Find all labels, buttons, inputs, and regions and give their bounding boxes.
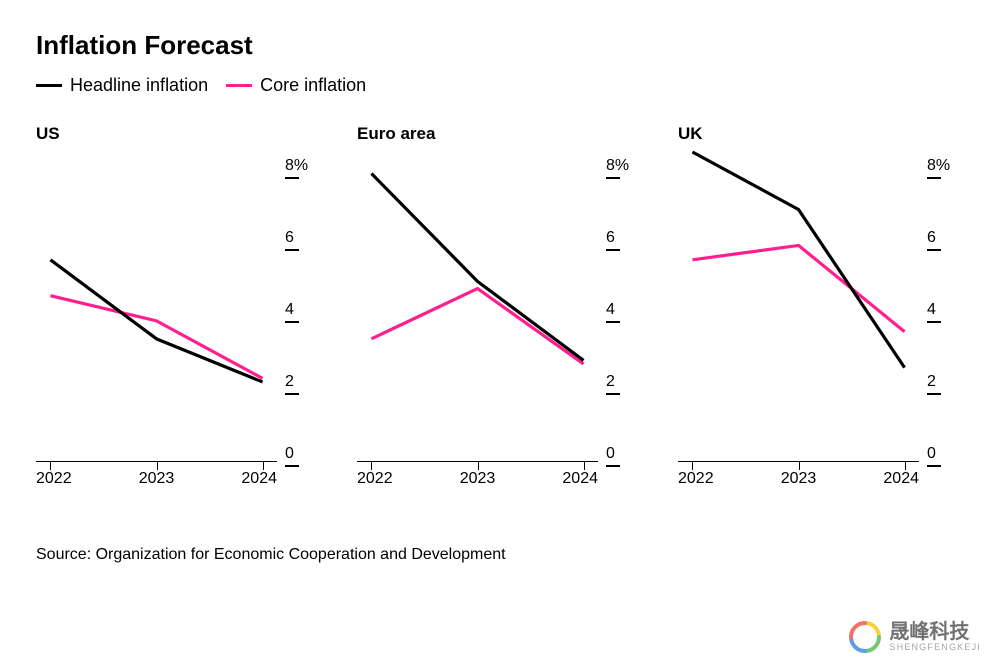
y-tick-mark — [285, 321, 299, 323]
y-tick-label: 2 — [927, 374, 936, 390]
x-tick-label: 2024 — [562, 470, 598, 488]
chart-wrap: 0 2 4 6 8% — [36, 152, 321, 462]
y-tick-label: 2 — [606, 374, 615, 390]
x-axis: 2022 2023 2024 — [357, 462, 642, 488]
series-headline — [692, 152, 904, 368]
panel-title: US — [36, 124, 321, 144]
legend-item-headline: Headline inflation — [36, 75, 208, 96]
panel-us: US 0 2 4 6 8% 2022 2023 2024 — [36, 124, 321, 488]
y-axis: 0 2 4 6 8% — [919, 152, 963, 462]
chart-title: Inflation Forecast — [36, 30, 963, 61]
panel-euro-area: Euro area 0 2 4 6 8% 2022 2023 2024 — [357, 124, 642, 488]
watermark-en: SHENGFENGKEJI — [889, 643, 981, 652]
y-tick-label: 0 — [927, 446, 936, 462]
x-tick-mark — [50, 462, 51, 470]
y-tick-mark — [606, 249, 620, 251]
x-tick-label: 2023 — [139, 470, 175, 488]
y-axis: 0 2 4 6 8% — [277, 152, 321, 462]
y-tick-mark — [285, 249, 299, 251]
plot-area — [36, 152, 277, 462]
y-tick-label: 2 — [285, 374, 294, 390]
y-tick-mark — [927, 465, 941, 467]
chart-wrap: 0 2 4 6 8% — [678, 152, 963, 462]
watermark: 晟峰科技 SHENGFENGKEJI — [847, 619, 981, 655]
plot-area — [678, 152, 919, 462]
x-tick-label: 2023 — [781, 470, 817, 488]
y-tick-mark — [606, 321, 620, 323]
y-tick-label: 4 — [927, 302, 936, 318]
y-tick-label: 6 — [285, 230, 294, 246]
x-tick-mark — [584, 462, 585, 470]
panel-title: Euro area — [357, 124, 642, 144]
y-tick-label: 8% — [285, 158, 308, 174]
y-axis: 0 2 4 6 8% — [598, 152, 642, 462]
x-tick-mark — [371, 462, 372, 470]
panels-row: US02468%202220232024Euro area02468%20222… — [36, 124, 963, 488]
y-tick-mark — [285, 465, 299, 467]
y-tick-mark — [606, 177, 620, 179]
x-axis: 2022 2023 2024 — [36, 462, 321, 488]
legend-item-core: Core inflation — [226, 75, 366, 96]
legend-swatch-headline — [36, 84, 62, 87]
legend: Headline inflation Core inflation — [36, 75, 963, 96]
y-tick-mark — [927, 393, 941, 395]
x-tick-mark — [905, 462, 906, 470]
y-tick-label: 4 — [606, 302, 615, 318]
y-tick-label: 8% — [927, 158, 950, 174]
panel-uk: UK 0 2 4 6 8% 2022 2023 2024 — [678, 124, 963, 488]
x-tick-label: 2023 — [460, 470, 496, 488]
x-tick-mark — [157, 462, 158, 470]
x-tick-label: 2024 — [241, 470, 277, 488]
series-core — [371, 289, 583, 364]
y-tick-mark — [606, 465, 620, 467]
y-tick-mark — [606, 393, 620, 395]
y-tick-label: 8% — [606, 158, 629, 174]
y-tick-label: 6 — [927, 230, 936, 246]
x-tick-mark — [799, 462, 800, 470]
source-line: Source: Organization for Economic Cooper… — [36, 546, 963, 564]
x-tick-mark — [263, 462, 264, 470]
panel-title: UK — [678, 124, 963, 144]
y-tick-mark — [927, 321, 941, 323]
x-tick-mark — [478, 462, 479, 470]
series-headline — [371, 174, 583, 361]
plot-area — [357, 152, 598, 462]
y-tick-label: 6 — [606, 230, 615, 246]
y-tick-label: 0 — [606, 446, 615, 462]
x-axis: 2022 2023 2024 — [678, 462, 963, 488]
x-tick-label: 2022 — [678, 470, 714, 488]
watermark-cn: 晟峰科技 — [889, 622, 981, 643]
y-tick-mark — [927, 249, 941, 251]
y-tick-label: 4 — [285, 302, 294, 318]
watermark-icon — [847, 619, 883, 655]
x-tick-mark — [692, 462, 693, 470]
y-tick-mark — [927, 177, 941, 179]
x-tick-label: 2022 — [36, 470, 72, 488]
y-tick-label: 0 — [285, 446, 294, 462]
legend-swatch-core — [226, 84, 252, 87]
legend-label-core: Core inflation — [260, 75, 366, 96]
x-tick-label: 2024 — [883, 470, 919, 488]
x-tick-label: 2022 — [357, 470, 393, 488]
y-tick-mark — [285, 177, 299, 179]
legend-label-headline: Headline inflation — [70, 75, 208, 96]
chart-wrap: 0 2 4 6 8% — [357, 152, 642, 462]
y-tick-mark — [285, 393, 299, 395]
